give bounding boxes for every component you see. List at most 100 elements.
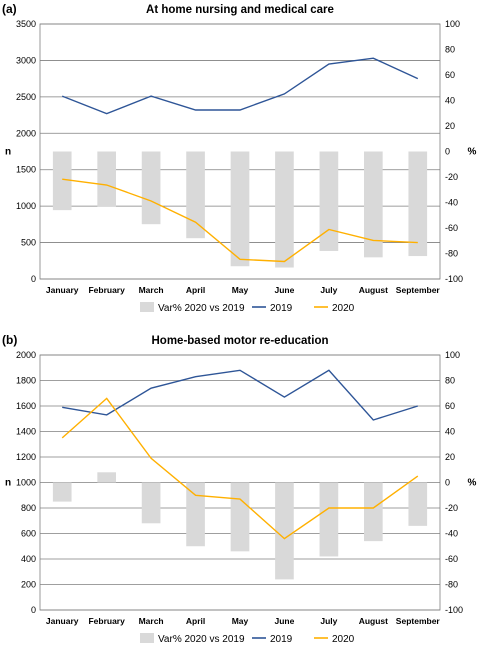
- y2-axis-title-a: %: [468, 147, 477, 158]
- y-tick-label-b: 0: [31, 605, 36, 615]
- bar-var-b: [97, 472, 116, 483]
- y-tick-label-b: 1200: [16, 452, 36, 462]
- x-tick-label-a: July: [320, 285, 337, 295]
- series-line-2020-a: [62, 178, 418, 263]
- chart-title-a: At home nursing and medical care: [146, 4, 334, 16]
- y2-tick-label-b: -40: [445, 529, 458, 539]
- x-tick-label-b: May: [232, 616, 249, 626]
- y2-tick-label-b: 80: [445, 376, 455, 386]
- x-tick-label-a: August: [359, 285, 388, 295]
- y2-tick-label-b: 20: [445, 452, 455, 462]
- y2-tick-label-b: 40: [445, 427, 455, 437]
- y2-tick-label-a: -80: [445, 249, 458, 259]
- y2-tick-label-a: 60: [445, 70, 455, 80]
- x-tick-label-b: March: [139, 616, 164, 626]
- y2-tick-label-b: -60: [445, 554, 458, 564]
- bar-var-b: [275, 482, 294, 580]
- chart-a-svg: (a) At home nursing and medical care 0 500 1…: [2, 2, 477, 314]
- x-tick-label-b: April: [186, 616, 205, 626]
- bar-var-a: [408, 151, 428, 257]
- x-tick-label-a: May: [232, 285, 249, 295]
- x-tick-label-b: February: [88, 616, 125, 626]
- series-line-2020-b: [61, 397, 419, 540]
- series-line-2019-a: [61, 57, 419, 115]
- legend-label-bars-a: Var% 2020 vs 2019: [158, 303, 245, 314]
- y-tick-label-b: 400: [21, 554, 36, 564]
- panel-label-b: (b): [2, 333, 17, 347]
- legend-label-2019-b: 2019: [270, 634, 293, 645]
- y2-tick-label-a: 20: [445, 121, 455, 131]
- bar-var-a: [141, 151, 161, 225]
- legend-label-bars-b: Var% 2020 vs 2019: [158, 634, 245, 645]
- bar-var-a: [319, 151, 339, 251]
- series-line-2019-b: [62, 369, 419, 421]
- plot-frame-b: [39, 354, 441, 611]
- y-tick-label-b: 2000: [16, 350, 36, 360]
- x-tick-label-b: June: [275, 616, 295, 626]
- bar-var-a: [230, 151, 250, 267]
- chart-b-svg: (b) Home-based motor re-education 0 200 400 6…: [2, 333, 477, 645]
- chart-panel-a: (a) At home nursing and medical care 0 500 1…: [0, 0, 480, 330]
- bar-var-a: [364, 151, 383, 258]
- y2-tick-label-b: 100: [445, 350, 460, 360]
- chart-title-b: Home-based motor re-education: [152, 335, 329, 347]
- legend-swatch-bars-b: [140, 633, 154, 643]
- x-tick-label-b: January: [46, 616, 79, 626]
- x-tick-label-a: March: [139, 285, 164, 295]
- bar-var-b: [408, 482, 428, 526]
- x-tick-label-b: September: [396, 616, 441, 626]
- bar-var-a: [186, 151, 205, 239]
- y-tick-label-a: 2000: [16, 128, 36, 138]
- y-tick-label-b: 200: [21, 580, 36, 590]
- legend-swatch-bars-a: [140, 302, 154, 312]
- y-tick-label-b: 1600: [16, 401, 36, 411]
- y-tick-label-b: 1400: [16, 427, 36, 437]
- y-tick-label-a: 3500: [16, 19, 36, 29]
- x-tick-label-a: February: [88, 285, 125, 295]
- bar-var-b: [186, 482, 205, 547]
- y-axis-title-a: n: [5, 147, 11, 158]
- y2-tick-label-b: 60: [445, 401, 455, 411]
- y-tick-label-a: 3000: [16, 55, 36, 65]
- bar-var-a: [97, 151, 116, 207]
- x-tick-label-b: July: [320, 616, 337, 626]
- y-tick-label-a: 1500: [16, 165, 36, 175]
- panel-label-a: (a): [2, 2, 17, 16]
- x-tick-label-b: August: [359, 616, 388, 626]
- y2-tick-label-b: -80: [445, 580, 458, 590]
- bar-var-b: [319, 482, 339, 557]
- y-tick-label-b: 800: [21, 503, 36, 513]
- y2-tick-label-a: -40: [445, 198, 458, 208]
- legend-label-2020-a: 2020: [332, 303, 355, 314]
- bar-var-b: [52, 482, 72, 502]
- y2-axis-title-b: %: [468, 478, 477, 489]
- y2-tick-label-a: 80: [445, 45, 455, 55]
- legend-label-2020-b: 2020: [332, 634, 355, 645]
- y2-tick-label-a: -20: [445, 172, 458, 182]
- x-tick-label-a: January: [46, 285, 79, 295]
- legend-label-2019-a: 2019: [270, 303, 293, 314]
- y-tick-label-a: 1000: [16, 201, 36, 211]
- bar-var-b: [141, 482, 161, 524]
- y-tick-label-b: 600: [21, 529, 36, 539]
- x-tick-label-a: September: [396, 285, 441, 295]
- y2-tick-label-b: -100: [445, 605, 463, 615]
- x-tick-label-a: June: [275, 285, 295, 295]
- y2-tick-label-a: 100: [445, 19, 460, 29]
- y-tick-label-b: 1800: [16, 376, 36, 386]
- y-tick-label-a: 2500: [16, 92, 36, 102]
- y2-tick-label-b: -20: [445, 503, 458, 513]
- x-tick-label-a: April: [186, 285, 205, 295]
- y-tick-label-b: 1000: [16, 478, 36, 488]
- bar-var-b: [230, 482, 250, 552]
- y2-tick-label-a: 0: [445, 147, 450, 157]
- y-axis-title-b: n: [5, 478, 11, 489]
- plot-frame-a: [39, 23, 441, 280]
- y2-tick-label-a: -100: [445, 274, 463, 284]
- bar-var-a: [52, 151, 72, 211]
- bar-var-b: [364, 482, 383, 542]
- y-tick-label-a: 500: [21, 238, 36, 248]
- y2-tick-label-a: 40: [445, 96, 455, 106]
- bar-var-a: [275, 151, 294, 268]
- y-tick-label-a: 0: [31, 274, 36, 284]
